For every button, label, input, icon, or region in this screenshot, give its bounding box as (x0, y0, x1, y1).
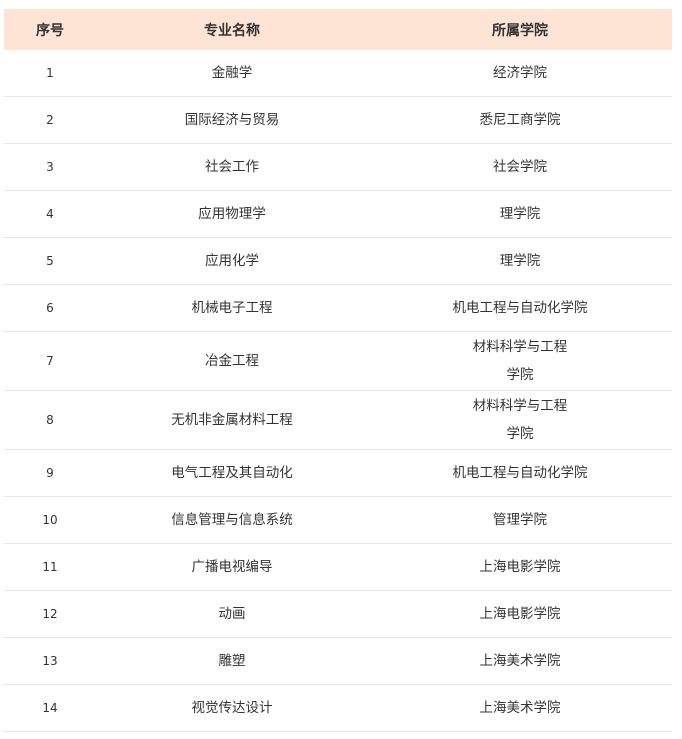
cell-college: 上海电影学院 (368, 590, 672, 638)
table-row: 10 信息管理与信息系统 管理学院 (4, 496, 672, 544)
table-row: 3 社会工作 社会学院 (4, 143, 672, 191)
cell-college: 上海美术学院 (368, 637, 672, 685)
cell-major: 视觉传达设计 (96, 684, 368, 732)
cell-college: 管理学院 (368, 496, 672, 544)
cell-college: 社会学院 (368, 143, 672, 191)
cell-college: 材料科学与工程 学院 (368, 390, 672, 450)
table-row: 4 应用物理学 理学院 (4, 190, 672, 238)
table-row: 7 冶金工程 材料科学与工程 学院 (4, 331, 672, 391)
cell-major: 国际经济与贸易 (96, 96, 368, 144)
cell-index: 12 (4, 590, 96, 638)
cell-index: 9 (4, 449, 96, 497)
cell-major: 机械电子工程 (96, 284, 368, 332)
cell-index: 11 (4, 543, 96, 591)
table-row: 8 无机非金属材料工程 材料科学与工程 学院 (4, 390, 672, 450)
cell-college: 上海美术学院 (368, 684, 672, 732)
table-row: 9 电气工程及其自动化 机电工程与自动化学院 (4, 449, 672, 497)
cell-major: 应用物理学 (96, 190, 368, 238)
cell-major: 广播电视编导 (96, 543, 368, 591)
cell-index: 10 (4, 496, 96, 544)
cell-index: 6 (4, 284, 96, 332)
cell-major: 冶金工程 (96, 331, 368, 391)
header-index: 序号 (4, 9, 96, 50)
table-row: 12 动画 上海电影学院 (4, 590, 672, 638)
cell-major: 信息管理与信息系统 (96, 496, 368, 544)
majors-table: 序号 专业名称 所属学院 1 金融学 经济学院 2 国际经济与贸易 悉尼工商学院 3 社会工作… (4, 9, 672, 732)
table-row: 1 金融学 经济学院 (4, 50, 672, 97)
cell-major: 金融学 (96, 50, 368, 97)
cell-index: 3 (4, 143, 96, 191)
table-header-row: 序号 专业名称 所属学院 (4, 9, 672, 50)
cell-index: 14 (4, 684, 96, 732)
cell-major: 社会工作 (96, 143, 368, 191)
cell-index: 13 (4, 637, 96, 685)
cell-college: 机电工程与自动化学院 (368, 449, 672, 497)
cell-college: 材料科学与工程 学院 (368, 331, 672, 391)
cell-major: 电气工程及其自动化 (96, 449, 368, 497)
header-major: 专业名称 (96, 9, 368, 50)
table-row: 13 雕塑 上海美术学院 (4, 637, 672, 685)
cell-index: 4 (4, 190, 96, 238)
cell-index: 2 (4, 96, 96, 144)
cell-major: 应用化学 (96, 237, 368, 285)
table-row: 6 机械电子工程 机电工程与自动化学院 (4, 284, 672, 332)
cell-index: 8 (4, 390, 96, 450)
table-row: 2 国际经济与贸易 悉尼工商学院 (4, 96, 672, 144)
cell-college: 机电工程与自动化学院 (368, 284, 672, 332)
cell-college: 理学院 (368, 237, 672, 285)
cell-college: 上海电影学院 (368, 543, 672, 591)
cell-major: 雕塑 (96, 637, 368, 685)
cell-index: 5 (4, 237, 96, 285)
cell-college: 理学院 (368, 190, 672, 238)
table-row: 5 应用化学 理学院 (4, 237, 672, 285)
cell-college: 经济学院 (368, 50, 672, 97)
table-row: 11 广播电视编导 上海电影学院 (4, 543, 672, 591)
header-college: 所属学院 (368, 9, 672, 50)
cell-index: 7 (4, 331, 96, 391)
cell-college: 悉尼工商学院 (368, 96, 672, 144)
cell-index: 1 (4, 50, 96, 97)
table-row: 14 视觉传达设计 上海美术学院 (4, 684, 672, 732)
cell-major: 动画 (96, 590, 368, 638)
table-body: 1 金融学 经济学院 2 国际经济与贸易 悉尼工商学院 3 社会工作 社会学院 4 应用物理学 理学院… (4, 50, 672, 732)
cell-major: 无机非金属材料工程 (96, 390, 368, 450)
